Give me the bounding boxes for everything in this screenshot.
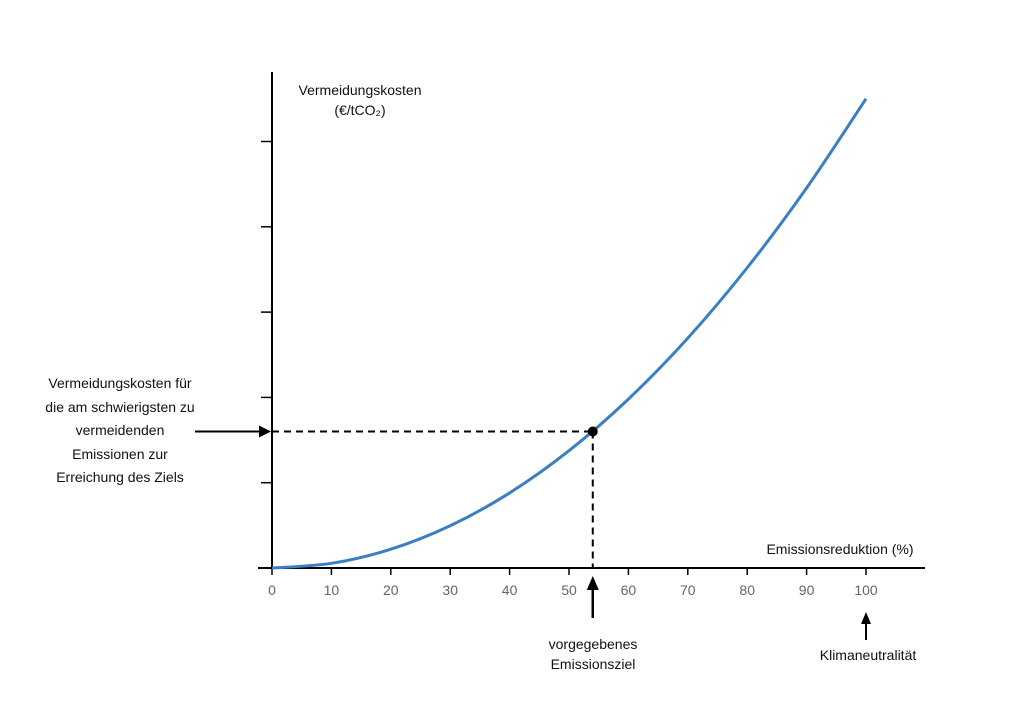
cost-arrowhead	[259, 425, 271, 438]
x-axis-label: Emissionsreduktion (%)	[766, 541, 914, 557]
x-tick-label: 50	[561, 582, 577, 598]
annotation-line: die am schwierigsten zu	[45, 398, 195, 415]
neutral-arrowhead	[861, 612, 871, 624]
annotation-line: Emissionsziel	[550, 656, 636, 672]
x-tick-label: 100	[854, 582, 878, 598]
y-axis-label: Vermeidungskosten (€/tCO₂)	[270, 80, 450, 120]
x-tick-label: 60	[621, 582, 637, 598]
y-axis-label-line: (€/tCO₂)	[334, 102, 386, 118]
cost-curve	[271, 98, 868, 570]
annotation-line: vorgegebenes	[548, 636, 638, 652]
annotation-line: Klimaneutralität	[819, 647, 917, 663]
annotation-line: Emissionen zur	[72, 445, 168, 462]
cost-annotation: Vermeidungskosten für die am schwierigst…	[20, 372, 220, 490]
x-tick-label: 90	[799, 582, 815, 598]
x-tick-label: 80	[739, 582, 755, 598]
x-tick-label: 70	[680, 582, 696, 598]
target-arrowhead	[586, 576, 599, 590]
x-tick-label: 30	[442, 582, 458, 598]
x-tick-label: 20	[383, 582, 399, 598]
x-tick-label: 10	[324, 582, 340, 598]
x-tick-label: 40	[502, 582, 518, 598]
annotation-line: Erreichung des Ziels	[56, 469, 184, 485]
y-axis-label-line: Vermeidungskosten	[298, 82, 422, 98]
target-point	[587, 426, 598, 437]
annotation-line: Vermeidungskosten für	[48, 375, 192, 391]
target-annotation: vorgegebenes Emissionsziel	[513, 634, 673, 674]
neutral-annotation: Klimaneutralität	[788, 645, 948, 665]
x-tick-label: 0	[268, 582, 276, 598]
annotation-line: vermeidenden	[75, 422, 165, 438]
